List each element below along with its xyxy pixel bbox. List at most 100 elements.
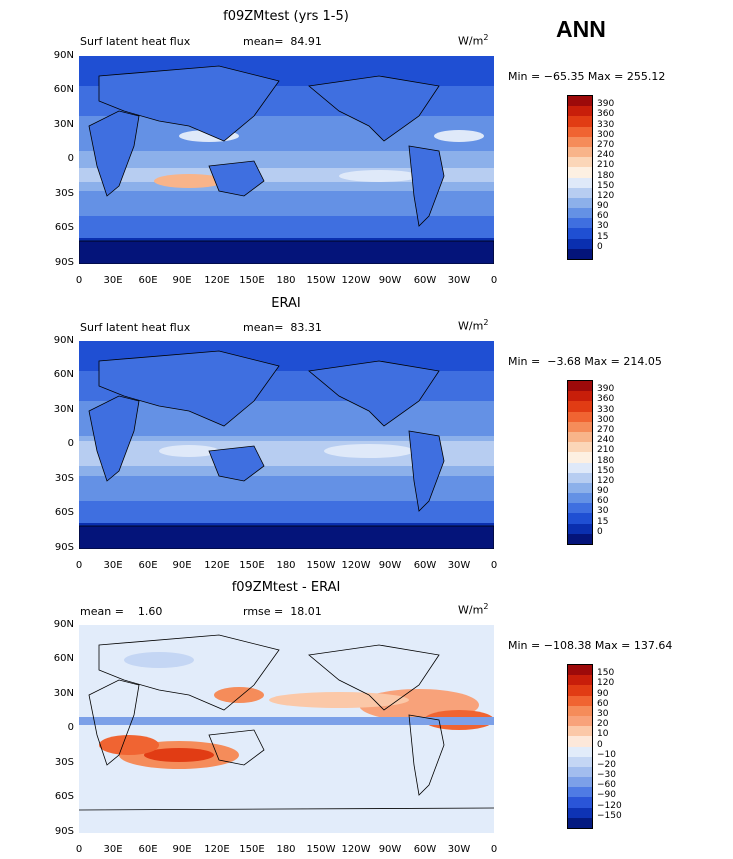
colorbar-label: 15	[597, 231, 609, 242]
colorbar-label: 90	[597, 688, 609, 699]
lon-axis-obs: 0 30E 60E 90E 120E 150E 180 150W 120W 90…	[75, 560, 498, 571]
colorbar-label: 360	[597, 394, 615, 405]
colorbar-swatch	[568, 391, 592, 402]
colorbar-label: 90	[597, 486, 609, 497]
panel-minmax-model: Min = −65.35 Max = 255.12	[508, 70, 666, 83]
colorbar-swatch	[568, 136, 592, 147]
colorbar-label: 240	[597, 150, 615, 161]
panel-units-model: W/m2	[458, 33, 489, 48]
colorbar-swatch	[568, 401, 592, 412]
colorbar-swatch	[568, 715, 592, 727]
colorbar-label: 240	[597, 435, 615, 446]
colorbar-label: 270	[597, 424, 615, 435]
colorbar-label: 210	[597, 445, 615, 456]
colorbar-label: 330	[597, 404, 615, 415]
colorbar-swatch	[568, 381, 592, 392]
colorbar-swatch	[568, 126, 592, 137]
colorbar-label: 120	[597, 190, 615, 201]
colorbar-label: −90	[597, 790, 616, 801]
colorbar-label: −150	[597, 810, 622, 821]
colorbar-label: 60	[597, 698, 609, 709]
colorbar-model: 390 360 330 300 270 240 210 180 150 120 90 60 30 15 0	[567, 95, 627, 260]
colorbar-label: 60	[597, 496, 609, 507]
colorbar-swatch	[568, 208, 592, 219]
colorbar-swatch	[568, 746, 592, 757]
colorbar-swatch	[568, 817, 592, 828]
map-diff	[79, 625, 494, 833]
colorbar-label: 210	[597, 160, 615, 171]
panel-minmax-obs: Min = −3.68 Max = 214.05	[508, 355, 662, 368]
colorbar-swatch	[568, 665, 592, 676]
colorbar-label: 0	[597, 739, 603, 750]
panel-mean-obs: mean= 83.31	[243, 321, 322, 334]
panel-units-diff: W/m2	[458, 602, 489, 617]
colorbar-label: 360	[597, 109, 615, 120]
colorbar-swatch	[568, 106, 592, 117]
colorbar-diff: 150 120 90 60 30 20 10 0 −10 −20 −30 −60 −90 −120 −150	[567, 664, 627, 829]
colorbar-swatch	[568, 482, 592, 494]
panel-title-obs: ERAI	[271, 296, 301, 311]
colorbar-swatch	[568, 146, 592, 158]
colorbar-swatch	[568, 218, 592, 229]
colorbar-label: 60	[597, 211, 609, 222]
panel-mean-model: mean= 84.91	[243, 35, 322, 48]
colorbar-label: 120	[597, 678, 615, 689]
colorbar-swatch	[568, 411, 592, 422]
colorbar-label: 20	[597, 719, 609, 730]
colorbar-swatch	[568, 523, 592, 534]
map-obs	[79, 341, 494, 549]
colorbar-label: 30	[597, 708, 609, 719]
colorbar-label: 90	[597, 201, 609, 212]
colorbar-swatch	[568, 472, 592, 483]
colorbar-swatch	[568, 248, 592, 259]
colorbar-swatch	[568, 807, 592, 818]
colorbar-label: 150	[597, 668, 615, 679]
colorbar-label: 300	[597, 129, 615, 140]
colorbar-label: 330	[597, 119, 615, 130]
colorbar-swatch	[568, 756, 592, 767]
colorbar-label: 390	[597, 99, 615, 110]
lon-axis-diff: 0 30E 60E 90E 120E 150E 180 150W 120W 90…	[75, 844, 498, 855]
colorbar-swatch	[568, 685, 592, 696]
colorbar-swatch	[568, 96, 592, 107]
colorbar-label: 180	[597, 455, 615, 466]
lon-axis-model: 0 30E 60E 90E 120E 150E 180 150W 120W 90…	[75, 275, 498, 286]
colorbar-swatch	[568, 695, 592, 706]
colorbar-label: −20	[597, 759, 616, 770]
colorbar-swatch	[568, 513, 592, 524]
colorbar-swatch	[568, 726, 592, 737]
map-model	[79, 56, 494, 264]
lat-axis-diff: 90N 60N 30N 0 30S 60S 90S	[53, 619, 74, 837]
colorbar-swatch	[568, 766, 592, 778]
colorbar-swatch	[568, 197, 592, 209]
colorbar-swatch	[568, 228, 592, 239]
colorbar-label: 180	[597, 170, 615, 181]
colorbar-label: 390	[597, 384, 615, 395]
colorbar-label: 120	[597, 475, 615, 486]
panel-title-model: f09ZMtest (yrs 1-5)	[223, 9, 349, 24]
colorbar-swatch	[568, 462, 592, 473]
colorbar-swatch	[568, 797, 592, 808]
colorbar-swatch	[568, 187, 592, 198]
colorbar-swatch	[568, 675, 592, 686]
lat-axis-model: 90N 60N 30N 0 30S 60S 90S	[53, 50, 74, 268]
colorbar-label: −10	[597, 749, 616, 760]
panel-left-text-diff: mean = 1.60	[80, 605, 163, 618]
colorbar-swatch	[568, 157, 592, 168]
colorbar-swatch	[568, 442, 592, 453]
colorbar-label: 10	[597, 729, 609, 740]
season-label: ANN	[556, 16, 606, 42]
colorbar-swatch	[568, 503, 592, 514]
colorbar-swatch	[568, 533, 592, 544]
lat-axis-obs: 90N 60N 30N 0 30S 60S 90S	[53, 335, 74, 553]
colorbar-label: 150	[597, 465, 615, 476]
colorbar-swatch	[568, 167, 592, 178]
colorbar-label: −30	[597, 770, 616, 781]
panel-minmax-diff: Min = −108.38 Max = 137.64	[508, 639, 673, 652]
panel-title-diff: f09ZMtest - ERAI	[231, 580, 341, 595]
colorbar-swatch	[568, 736, 592, 747]
colorbar-label: −60	[597, 780, 616, 791]
colorbar-label: 0	[597, 526, 603, 537]
colorbar-label: 150	[597, 180, 615, 191]
colorbar-obs: 390 360 330 300 270 240 210 180 150 120 90 60 30 15 0	[567, 380, 627, 545]
